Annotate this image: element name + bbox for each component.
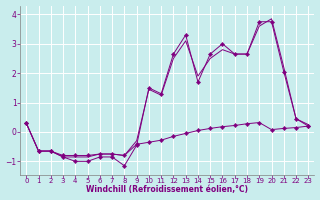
X-axis label: Windchill (Refroidissement éolien,°C): Windchill (Refroidissement éolien,°C) bbox=[86, 185, 248, 194]
